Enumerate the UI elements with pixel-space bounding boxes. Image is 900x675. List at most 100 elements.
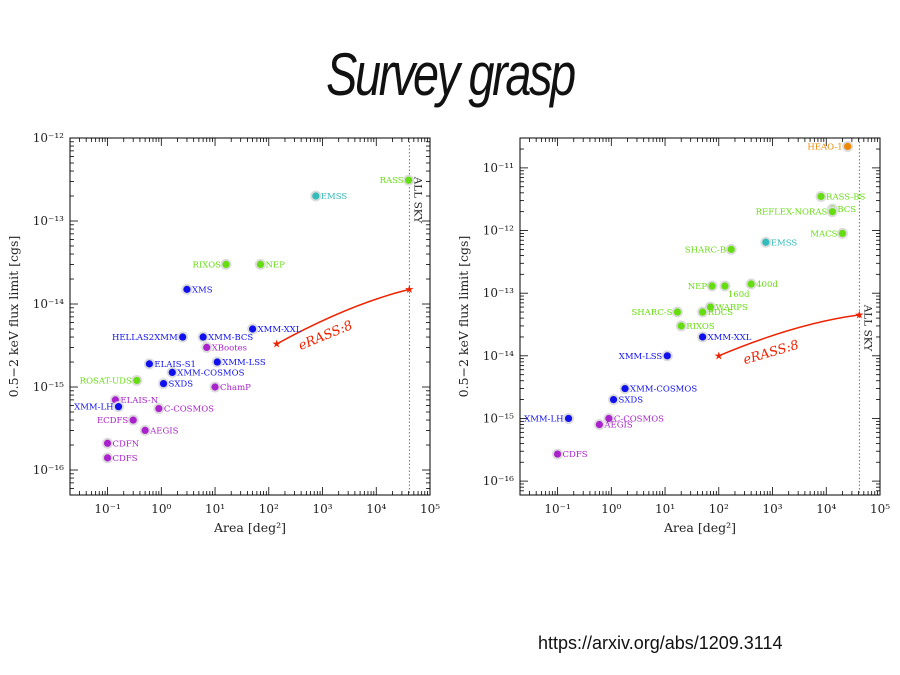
point-aegis	[141, 426, 149, 435]
point-emss	[312, 192, 320, 200]
point-label-elais-n: ELAIS-N	[120, 396, 158, 406]
point-160d	[721, 282, 729, 290]
point-sxds	[609, 396, 618, 404]
x-tick-label: 10⁻¹	[94, 502, 120, 516]
point-label-hellas2xmm: HELLAS2XMM	[112, 333, 178, 343]
point-xmm-bcs	[199, 333, 207, 341]
point-xmm-cosmos	[168, 368, 176, 376]
point-label-cdfs: CDFS	[113, 454, 138, 464]
y-tick-label: 10⁻¹⁶	[33, 463, 64, 477]
point-400d	[747, 280, 755, 288]
point-nep	[708, 282, 716, 290]
survey-grasp-plot-left: 10⁻¹ 10⁰ 10¹ 10² 10³ 10⁴ 10⁵ 10⁻¹⁶ 10⁻¹⁵ 10⁻¹⁴ 10⁻…	[0, 120, 450, 550]
point-label-rass-bs: RASS-BS	[826, 192, 865, 202]
x-axis-label: Area [deg²]	[663, 520, 736, 535]
point-label-xms: XMS	[192, 285, 213, 295]
y-axis-label: 0.5−2 keV flux limit [cgs]	[456, 236, 471, 398]
y-axis-label: 0.5−2 keV flux limit [cgs]	[6, 236, 21, 398]
point-xmm-xxl	[249, 325, 257, 333]
point-elais-s1	[145, 360, 153, 368]
x-tick-label: 10⁰	[151, 502, 171, 516]
y-tick-label: 10⁻¹¹	[483, 161, 514, 175]
y-tick-label: 10⁻¹²	[33, 131, 64, 145]
point-xmm-lss	[213, 358, 221, 366]
scatter-chart-right: 10⁻¹ 10⁰ 10¹ 10² 10³ 10⁴ 10⁵ 10⁻¹⁶ 10⁻¹⁵ 10⁻¹⁴ 10⁻…	[456, 137, 890, 535]
point-label-xmm-bcs: XMM-BCS	[208, 333, 253, 343]
point-label-160d: 160d	[728, 290, 750, 300]
source-link[interactable]: https://arxiv.org/abs/1209.3114	[538, 633, 783, 653]
erass-star-marker: ★	[714, 349, 724, 362]
y-tick-label: 10⁻¹²	[483, 224, 514, 238]
point-label-warps: WARPS	[715, 303, 748, 313]
x-tick-label: 10²	[259, 502, 279, 516]
point-hellas2xmm	[179, 333, 187, 341]
point-label-rosat-uds: ROSAT-UDS	[80, 376, 132, 386]
point-label-xmm-cosmos: XMM-COSMOS	[177, 368, 244, 378]
point-label-nep: NEP	[265, 260, 285, 270]
point-label-bcs: BCS	[837, 205, 856, 215]
point-label-xbootes: XBootes	[212, 343, 247, 353]
x-tick-label: 10⁵	[870, 502, 890, 516]
erass-line	[276, 288, 410, 345]
point-label-elais-s1: ELAIS-S1	[154, 360, 196, 370]
point-heao-1	[844, 142, 852, 151]
point-xms	[183, 285, 191, 293]
x-tick-label: 10⁰	[601, 502, 621, 516]
point-champ	[211, 383, 219, 391]
point-label-rass: RASS	[380, 176, 404, 186]
point-label-sxds: SXDS	[169, 380, 194, 390]
point-emss	[762, 238, 770, 246]
survey-grasp-plot-right: 10⁻¹ 10⁰ 10¹ 10² 10³ 10⁴ 10⁵ 10⁻¹⁶ 10⁻¹⁵ 10⁻¹⁴ 10⁻…	[450, 120, 900, 550]
point-xmm-lh	[564, 414, 573, 423]
point-sxds	[159, 379, 168, 388]
all-sky-label: ALL SKY	[861, 304, 873, 353]
point-xmm-lss	[663, 352, 671, 360]
point-label-nep: NEP	[688, 282, 708, 292]
point-label-xmm-xxl: XMM-XXL	[258, 325, 302, 335]
all-sky-label: ALL SKY	[411, 176, 423, 225]
point-label-xmm-lss: XMM-LSS	[222, 358, 266, 368]
x-tick-label: 10⁵	[420, 502, 440, 516]
x-tick-label: 10³	[312, 502, 332, 516]
erass-star-marker: ★	[854, 308, 864, 321]
point-label-rixos: RIXOS	[193, 260, 222, 270]
point-cdfs	[103, 454, 112, 462]
point-label-rixos: RIXOS	[686, 322, 715, 332]
erass-star-marker: ★	[404, 283, 414, 296]
point-label-ecdfs: ECDFS	[97, 416, 128, 426]
point-label-macs: MACS	[810, 229, 837, 239]
point-label-400d: 400d	[756, 280, 778, 290]
y-tick-label: 10⁻¹⁴	[33, 297, 64, 311]
x-tick-label: 10¹	[205, 502, 225, 516]
point-xbootes	[203, 343, 211, 352]
erass-line	[718, 314, 860, 357]
point-label-c-cosmos: C-COSMOS	[164, 405, 214, 415]
point-label-emss: EMSS	[321, 192, 348, 202]
point-rass	[405, 176, 413, 184]
y-tick-label: 10⁻¹⁶	[483, 474, 514, 488]
point-rdcs	[699, 308, 707, 316]
point-label-c-cosmos: C-COSMOS	[614, 414, 664, 424]
point-xmm-lh	[114, 403, 123, 411]
point-label-xmm-lh: XMM-LH	[524, 414, 563, 424]
point-label-reflex-noras: REFLEX-NORAS	[756, 208, 828, 218]
point-label-aegis: AEGIS	[149, 426, 178, 436]
x-tick-label: 10¹	[655, 502, 675, 516]
point-rixos	[677, 322, 685, 330]
point-cdfn	[103, 439, 112, 447]
point-label-sharc-b: SHARC-B	[685, 245, 726, 255]
point-c-cosmos	[155, 404, 163, 413]
point-sharc-s	[673, 308, 682, 316]
scatter-chart-left: 10⁻¹ 10⁰ 10¹ 10² 10³ 10⁴ 10⁵ 10⁻¹⁶ 10⁻¹⁵ 10⁻¹⁴ 10⁻…	[6, 131, 440, 535]
point-nep	[256, 260, 265, 269]
y-tick-label: 10⁻¹³	[483, 286, 514, 300]
point-rosat-uds	[133, 376, 141, 385]
point-sharc-b	[727, 245, 735, 253]
slide-title: Survey grasp	[326, 41, 576, 108]
x-tick-label: 10⁻¹	[544, 502, 570, 516]
point-ecdfs	[129, 416, 137, 424]
point-label-cdfn: CDFN	[113, 439, 140, 449]
y-tick-label: 10⁻¹⁵	[33, 380, 64, 394]
point-reflex-noras	[828, 208, 836, 216]
point-label-sharc-s: SHARC-S	[631, 308, 672, 318]
